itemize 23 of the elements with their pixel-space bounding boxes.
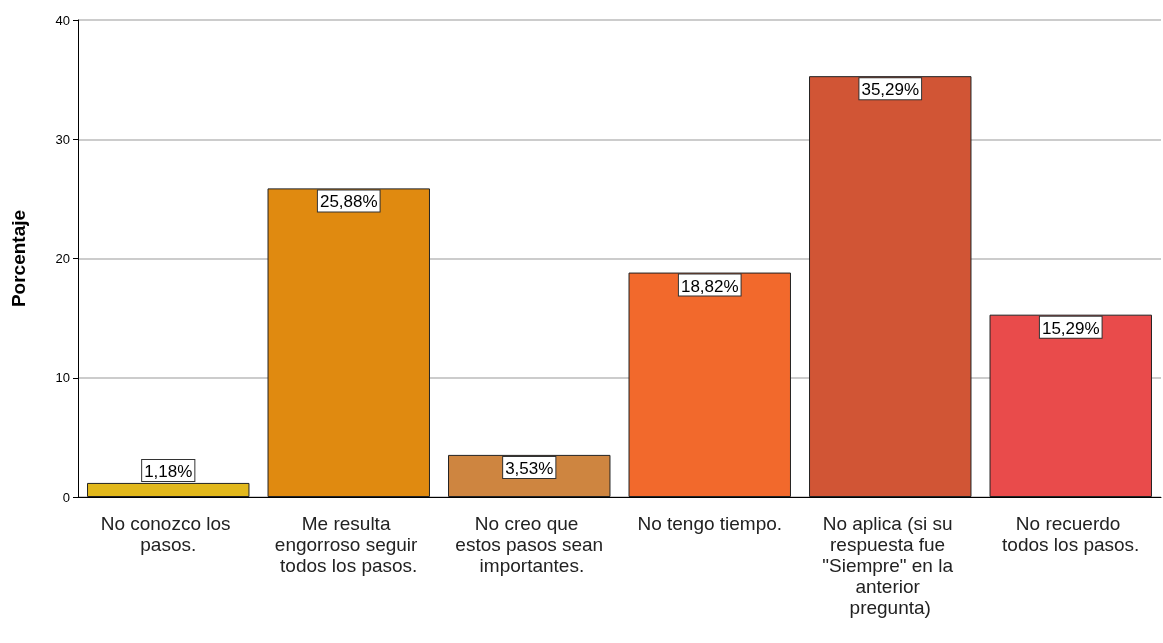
bar [267,188,430,497]
y-axis-title: Porcentaje [8,209,29,308]
data-label: 1,18% [144,461,193,481]
bar [809,76,972,497]
data-label: 18,82% [680,276,739,296]
bar [628,272,791,497]
x-tick-label: Me resulta engorroso seguir todos los pasos. [274,513,423,576]
y-tick-label: 20 [55,251,70,266]
data-label: 25,88% [319,192,378,212]
data-label: 3,53% [505,458,554,478]
bar [989,314,1152,497]
data-label: 15,29% [1041,318,1100,338]
y-tick-label: 10 [55,370,70,386]
y-tick-label: 30 [55,131,70,147]
x-tick-label: No aplica (si su respuesta fue "Siempre" en la anterior pregunta) [822,513,959,618]
y-tick-label: 0 [62,489,70,505]
bar [87,482,250,497]
y-tick-label: 40 [55,12,70,28]
x-tick-label: No conozco los pasos. [100,513,236,555]
x-tick-label: No tengo tiempo. [637,513,783,534]
data-label: 35,29% [861,80,920,100]
x-tick-label: No creo que estos pasos sean importantes. [455,513,604,576]
x-tick-label: No recuerdo todos los pasos. [1002,513,1140,555]
